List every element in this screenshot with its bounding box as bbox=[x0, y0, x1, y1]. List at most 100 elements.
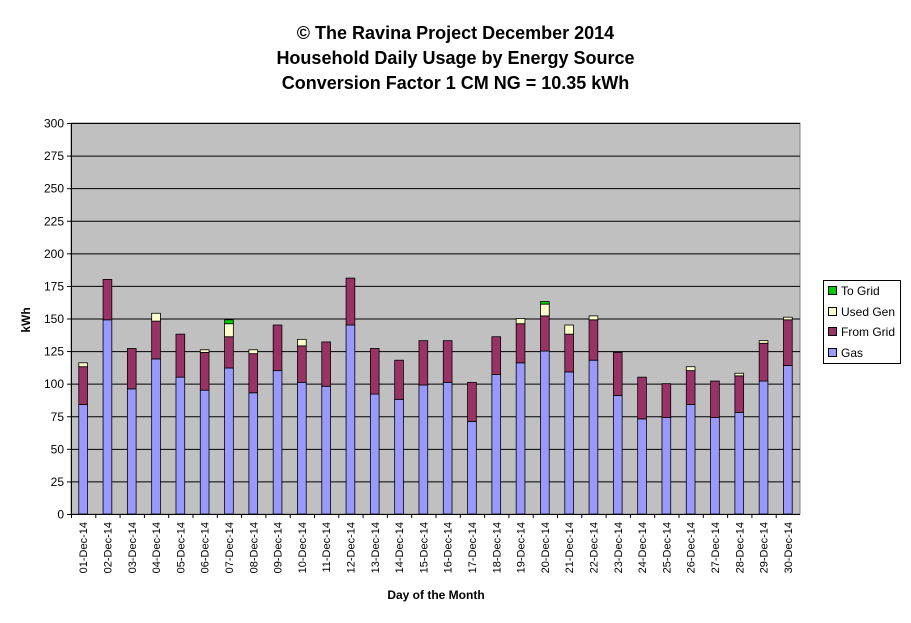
bar-segment-gas bbox=[661, 417, 672, 515]
x-tick-label: 18-Dec-14 bbox=[491, 522, 503, 573]
bar-segment-used-gen bbox=[734, 372, 745, 377]
bar-segment-used-gen bbox=[515, 318, 526, 325]
x-tick-label: 16-Dec-14 bbox=[443, 522, 455, 573]
x-tick-label: 14-Dec-14 bbox=[394, 522, 406, 573]
bar-segment-from-grid bbox=[102, 278, 113, 321]
bar-segment-gas bbox=[126, 388, 137, 515]
bar-segment-used-gen bbox=[151, 312, 161, 322]
bar-segment-used-gen bbox=[78, 362, 88, 368]
bar-segment-from-grid bbox=[491, 336, 502, 375]
bar-segment-used-gen bbox=[540, 303, 550, 317]
bar-segment-from-grid bbox=[758, 342, 769, 382]
y-tick-label: 250 bbox=[44, 182, 64, 196]
bar-segment-gas bbox=[612, 394, 623, 515]
x-tick-label: 19-Dec-14 bbox=[516, 522, 528, 573]
bar-segment-gas bbox=[491, 374, 502, 515]
bar-segment-used-gen bbox=[783, 316, 793, 321]
bar-segment-gas bbox=[467, 421, 477, 515]
x-tick-label: 06-Dec-14 bbox=[200, 522, 212, 573]
x-tick-label: 12-Dec-14 bbox=[345, 522, 357, 573]
bar-segment-used-gen bbox=[199, 349, 210, 353]
bar-segment-from-grid bbox=[151, 320, 161, 360]
bar-segment-gas bbox=[102, 319, 113, 515]
bar-segment-gas bbox=[783, 365, 793, 515]
bar-segment-from-grid bbox=[588, 319, 599, 361]
bar-segment-from-grid bbox=[661, 383, 672, 418]
bar-segment-used-gen bbox=[564, 324, 574, 335]
bar-segment-from-grid bbox=[321, 341, 331, 387]
bar-segment-from-grid bbox=[78, 366, 88, 405]
chart-title-line-3: Conversion Factor 1 CM NG = 10.35 kWh bbox=[281, 73, 630, 93]
bar-segment-from-grid bbox=[685, 370, 696, 405]
bar-segment-gas bbox=[515, 362, 526, 515]
bar-segment-gas bbox=[224, 367, 234, 515]
chart-legend: To Grid Used Gen From Grid Gas bbox=[823, 280, 901, 364]
bar-segment-from-grid bbox=[126, 348, 137, 390]
legend-swatch-gas bbox=[828, 348, 837, 358]
bar-segment-gas bbox=[369, 393, 380, 515]
legend-swatch-used-gen bbox=[828, 307, 837, 317]
chart-title-line-1: © The Ravina Project December 2014 bbox=[296, 23, 615, 43]
bar-segment-from-grid bbox=[710, 380, 720, 418]
x-tick-label: 03-Dec-14 bbox=[127, 522, 139, 573]
bar-segment-gas bbox=[151, 358, 161, 515]
x-tick-label: 10-Dec-14 bbox=[297, 522, 309, 573]
x-tick-label: 17-Dec-14 bbox=[467, 522, 479, 573]
x-tick-label: 21-Dec-14 bbox=[564, 522, 576, 573]
bar-segment-used-gen bbox=[685, 366, 696, 372]
x-tick-label: 04-Dec-14 bbox=[151, 522, 163, 573]
bar-segment-gas bbox=[588, 359, 599, 515]
x-tick-label: 15-Dec-14 bbox=[418, 522, 430, 573]
legend-item-gas: Gas bbox=[828, 346, 863, 360]
bar-segment-from-grid bbox=[224, 336, 234, 369]
legend-label-gas: Gas bbox=[841, 346, 864, 360]
bar-segment-used-gen bbox=[224, 323, 234, 338]
y-tick-label: 225 bbox=[44, 214, 64, 228]
x-tick-label: 24-Dec-14 bbox=[637, 522, 649, 573]
x-tick-label: 29-Dec-14 bbox=[759, 522, 771, 573]
x-tick-label: 26-Dec-14 bbox=[686, 522, 698, 573]
bar-segment-from-grid bbox=[248, 353, 259, 394]
x-tick-label: 01-Dec-14 bbox=[78, 522, 90, 573]
bar-segment-gas bbox=[394, 398, 404, 515]
bar-segment-gas bbox=[442, 381, 453, 515]
legend-label-from-grid: From Grid bbox=[841, 325, 895, 339]
bar-segment-from-grid bbox=[637, 376, 647, 420]
x-tick-label: 23-Dec-14 bbox=[613, 522, 625, 573]
bar-segment-from-grid bbox=[175, 333, 186, 378]
bar-segment-gas bbox=[272, 370, 283, 515]
bar-segment-gas bbox=[418, 384, 429, 515]
bar-segment-from-grid bbox=[199, 351, 210, 391]
legend-swatch-from-grid bbox=[828, 327, 837, 337]
bar-segment-gas bbox=[321, 385, 331, 515]
bar-segment-from-grid bbox=[783, 319, 793, 366]
y-tick-label: 75 bbox=[51, 410, 65, 424]
bar-segment-from-grid bbox=[442, 340, 453, 383]
x-tick-label: 28-Dec-14 bbox=[734, 522, 746, 573]
x-tick-label: 09-Dec-14 bbox=[273, 522, 285, 573]
bar-segment-gas bbox=[710, 417, 720, 515]
x-tick-label: 25-Dec-14 bbox=[661, 522, 673, 573]
x-tick-label: 22-Dec-14 bbox=[588, 522, 600, 573]
legend-item-to-grid: To Grid bbox=[828, 284, 880, 298]
bar-segment-gas bbox=[540, 350, 550, 515]
y-tick-label: 275 bbox=[44, 149, 64, 163]
bar-segment-used-gen bbox=[248, 349, 259, 355]
x-tick-label: 13-Dec-14 bbox=[370, 522, 382, 573]
bar-segment-used-gen bbox=[297, 338, 307, 347]
y-tick-label: 175 bbox=[44, 279, 64, 293]
bar-segment-used-gen bbox=[588, 315, 599, 321]
x-tick-label: 27-Dec-14 bbox=[710, 522, 722, 573]
y-tick-label: 50 bbox=[51, 442, 65, 456]
x-tick-label: 08-Dec-14 bbox=[248, 522, 260, 573]
bar-segment-gas bbox=[637, 418, 647, 515]
y-tick-label: 150 bbox=[44, 312, 64, 326]
bar-segment-to-grid bbox=[224, 319, 234, 325]
bar-segment-gas bbox=[685, 404, 696, 515]
bar-segment-from-grid bbox=[369, 348, 380, 395]
y-tick-label: 25 bbox=[51, 475, 65, 489]
bar-segment-from-grid bbox=[540, 315, 550, 352]
x-axis-label: Day of the Month bbox=[387, 588, 484, 602]
x-tick-label: 11-Dec-14 bbox=[321, 522, 333, 573]
